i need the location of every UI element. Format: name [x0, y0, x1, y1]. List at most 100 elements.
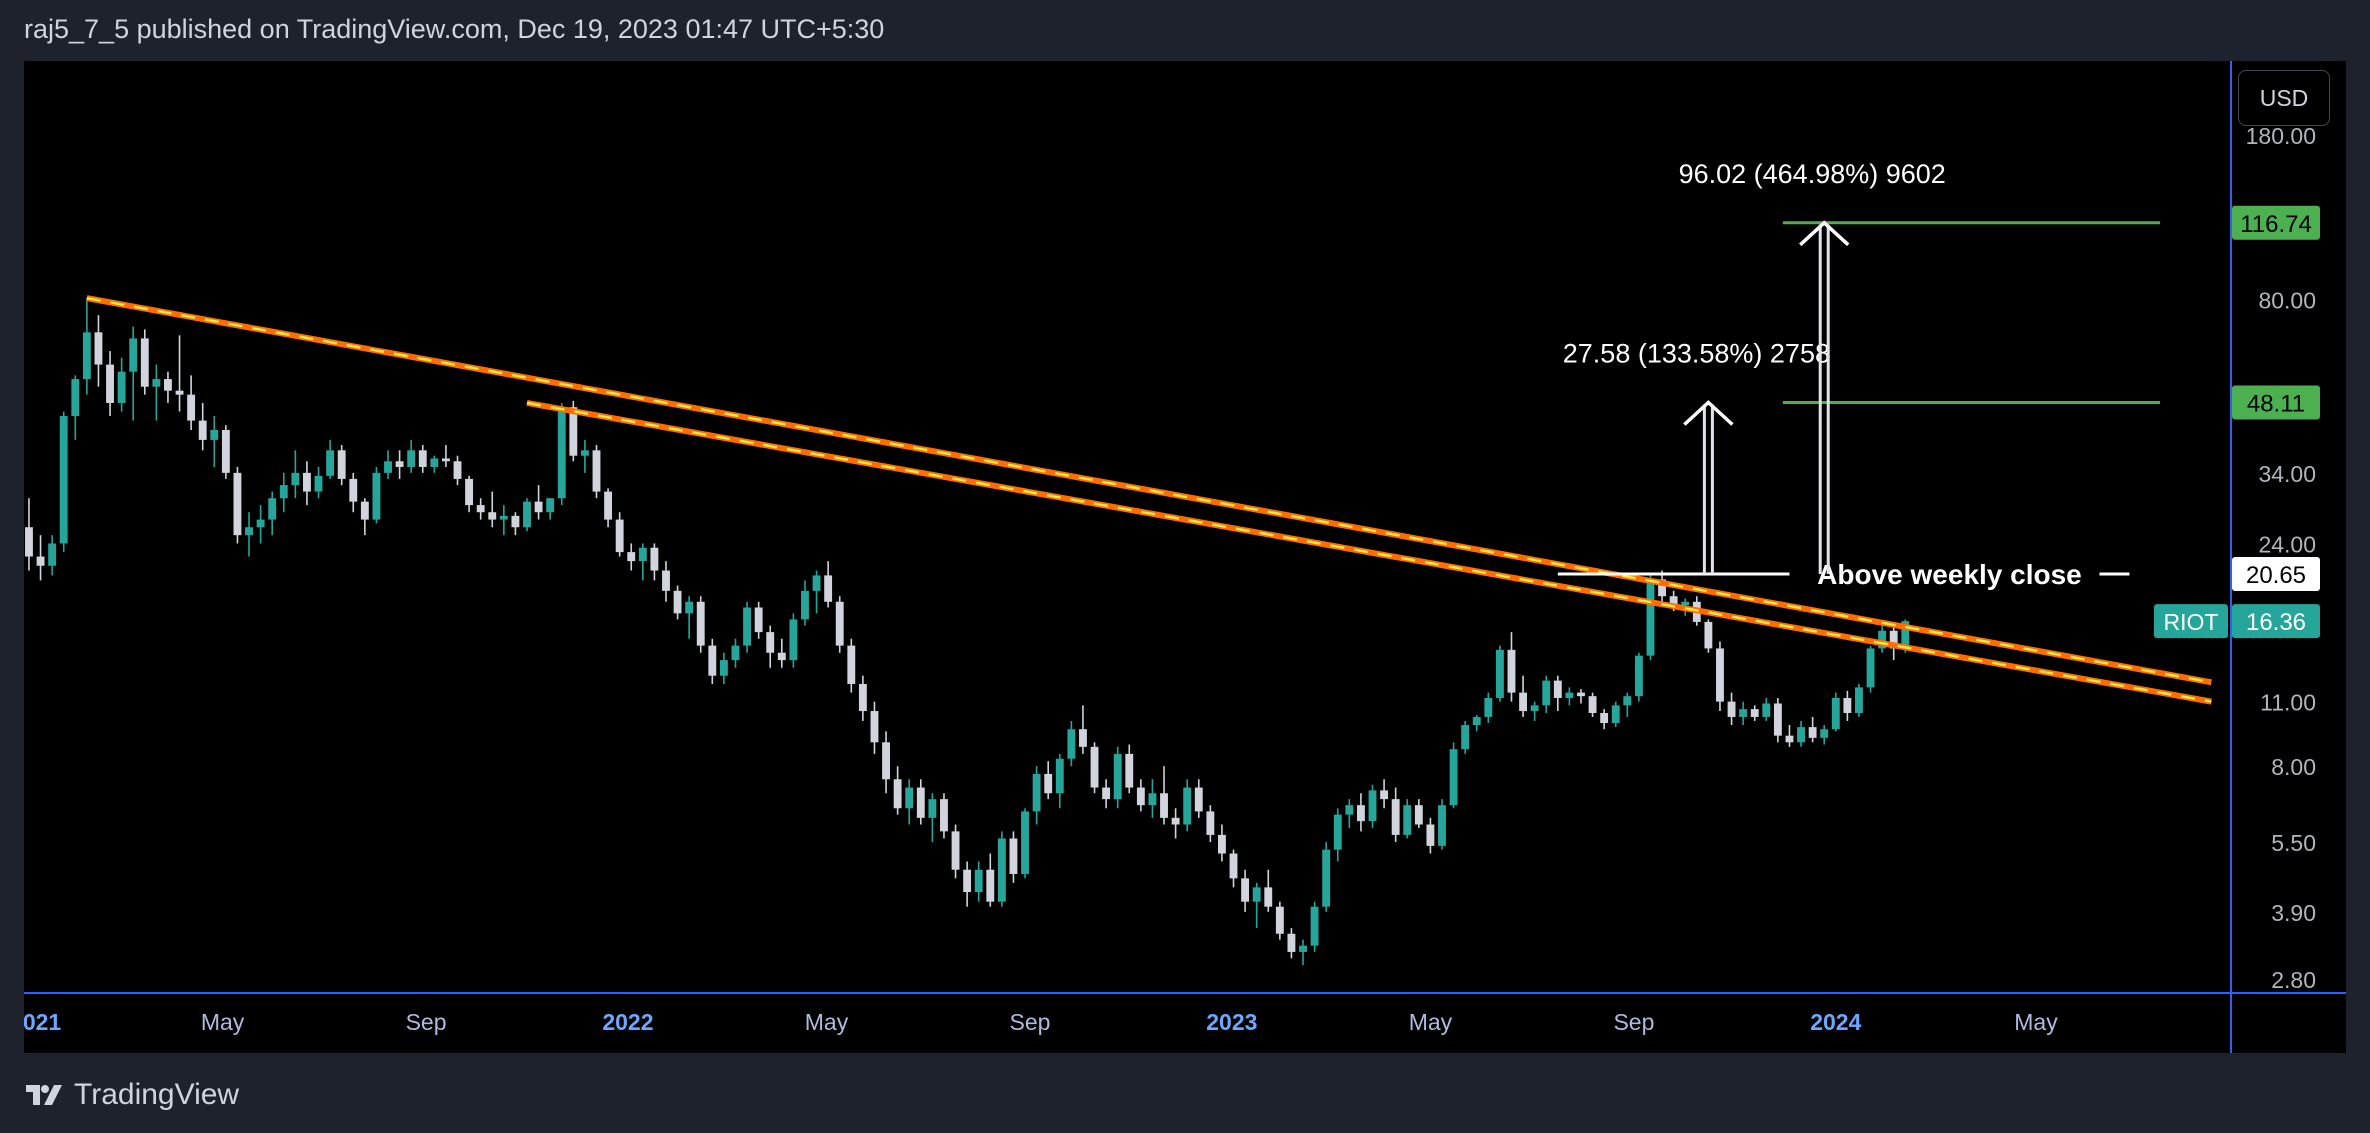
candle-body: [430, 458, 439, 467]
candle-body: [766, 632, 775, 653]
candle-body: [1507, 649, 1516, 693]
candle: [893, 766, 902, 815]
candlestick-chart[interactable]: Above weekly close 27.58 (133.58%) 2758 96…: [23, 61, 2346, 1053]
measure-label: 96.02 (464.98%) 9602: [1679, 159, 1946, 189]
candle: [94, 315, 103, 387]
candle-body: [1055, 758, 1064, 794]
candle-body: [1368, 790, 1377, 822]
candle-body: [1102, 787, 1111, 800]
candle: [233, 466, 242, 544]
candle: [1646, 573, 1655, 661]
candle: [1519, 675, 1528, 717]
candle: [314, 466, 323, 499]
candle: [48, 535, 57, 576]
candle-body: [1032, 773, 1041, 812]
candle-body: [1148, 793, 1157, 806]
candle: [1229, 849, 1238, 888]
candle: [627, 543, 636, 571]
candle-body: [1299, 945, 1307, 952]
candle: [1762, 697, 1771, 721]
price-tick-label: 8.00: [2271, 754, 2316, 780]
candle-body: [1183, 787, 1192, 825]
candle: [1542, 675, 1551, 713]
candle: [1484, 692, 1493, 723]
candle: [615, 512, 624, 557]
candle: [847, 638, 856, 693]
candle: [1009, 831, 1018, 883]
candle-body: [1785, 735, 1794, 743]
candle-body: [1889, 630, 1898, 649]
candle: [360, 498, 369, 536]
candle: [1345, 799, 1354, 828]
candle: [453, 455, 462, 486]
candle-body: [858, 683, 867, 712]
candle: [708, 638, 717, 684]
candle-body: [523, 501, 531, 528]
candle: [534, 485, 543, 520]
candle-body: [916, 787, 925, 818]
footer-branding: TradingView: [24, 1078, 239, 1112]
candle: [696, 596, 705, 653]
trendline-outer: [86, 295, 2212, 686]
candle-body: [615, 519, 624, 553]
candle-body: [870, 711, 879, 743]
candle: [870, 701, 879, 754]
candle-body: [1333, 814, 1342, 850]
candle-body: [326, 450, 335, 476]
candle-body: [233, 472, 242, 536]
candle-body: [580, 450, 589, 456]
measure-label: 27.58 (133.58%) 2758: [1563, 338, 1830, 368]
candle-body: [1634, 655, 1643, 697]
chart-area[interactable]: Above weekly close 27.58 (133.58%) 2758 96…: [23, 61, 2346, 1053]
candle-body: [129, 338, 138, 372]
candle-body: [1855, 687, 1863, 713]
candle: [523, 498, 531, 532]
candle-body: [1727, 701, 1736, 717]
candle: [430, 455, 439, 473]
candle-body: [1217, 834, 1226, 854]
candle-body: [557, 407, 566, 499]
candle: [1889, 623, 1898, 661]
candle-body: [1820, 729, 1829, 738]
candle: [1102, 779, 1111, 809]
candle: [801, 580, 809, 626]
candle: [71, 375, 80, 440]
candle-body: [164, 379, 172, 391]
candle-body: [789, 619, 798, 661]
candle: [1831, 692, 1840, 732]
candle: [418, 445, 427, 473]
candle: [1310, 901, 1319, 952]
candle-body: [905, 787, 914, 809]
footer-brand-text: TradingView: [74, 1078, 240, 1111]
candle-body: [1171, 817, 1180, 825]
candle: [198, 402, 207, 451]
candle: [1727, 692, 1736, 726]
candle: [1333, 808, 1342, 862]
candle: [1797, 720, 1805, 747]
candle-body: [1125, 753, 1134, 788]
candle-body: [488, 512, 497, 520]
candle-body: [1461, 725, 1470, 750]
candle-body: [1739, 709, 1748, 717]
price-label-text: 20.65: [2246, 562, 2306, 589]
candle-body: [395, 461, 404, 467]
candle: [1125, 744, 1134, 794]
candle: [1600, 709, 1609, 730]
candle-body: [71, 379, 80, 417]
candle: [673, 585, 682, 620]
candle: [1194, 779, 1203, 818]
candle-body: [349, 478, 358, 502]
candle: [1322, 842, 1331, 912]
candle-body: [314, 475, 323, 492]
weekly-close-label: Above weekly close: [1817, 559, 2082, 590]
candle: [82, 298, 91, 395]
candle-body: [1426, 824, 1435, 846]
candle: [1461, 720, 1470, 754]
candle-body: [638, 547, 647, 562]
currency-button[interactable]: USD: [2238, 70, 2330, 126]
time-tick-label: May: [805, 1009, 849, 1035]
candle-body: [279, 485, 288, 499]
candle: [731, 638, 740, 668]
candle-body: [963, 869, 972, 893]
candle-body: [1519, 692, 1528, 712]
